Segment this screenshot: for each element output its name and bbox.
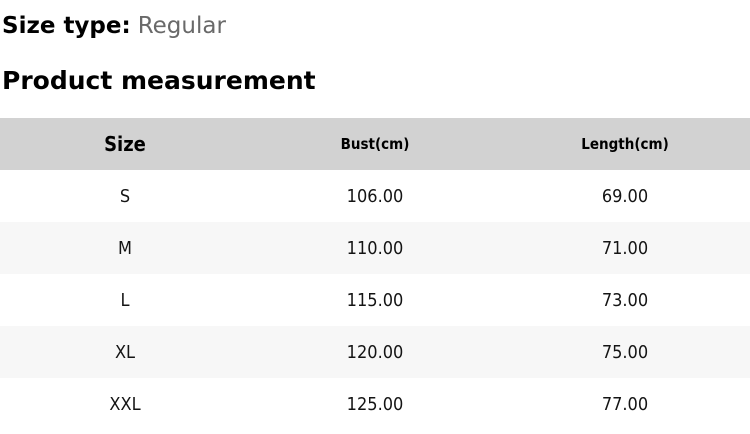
table-row: L 115.00 73.00 [0, 274, 750, 327]
cell-bust: 106.00 [346, 185, 404, 207]
cell-length: 75.00 [601, 341, 649, 363]
measurement-table: Size Bust(cm) Length(cm) S 106.00 69.00 M 11… [0, 118, 750, 431]
size-type-line: Size type: Regular [0, 0, 750, 41]
cell-bust: 120.00 [346, 341, 404, 363]
cell-length: 69.00 [601, 185, 649, 207]
cell-length: 71.00 [601, 237, 649, 259]
cell-size: XL [114, 341, 136, 363]
table-row: XL 120.00 75.00 [0, 326, 750, 379]
cell-bust: 115.00 [346, 289, 404, 311]
column-header-length: Length(cm) [581, 135, 669, 154]
cell-size: L [120, 289, 130, 311]
table-row: M 110.00 71.00 [0, 222, 750, 275]
cell-length: 77.00 [601, 393, 649, 415]
cell-size: S [119, 185, 131, 207]
table-body: S 106.00 69.00 M 110.00 71.00 L 115.00 73.00 XL 12… [0, 170, 750, 431]
table-row: XXL 125.00 77.00 [0, 378, 750, 431]
column-header-size: Size [104, 132, 146, 157]
cell-size: XXL [109, 393, 141, 415]
column-header-bust: Bust(cm) [340, 135, 410, 154]
table-row: S 106.00 69.00 [0, 170, 750, 223]
cell-size: M [118, 237, 132, 259]
table-header-row: Size Bust(cm) Length(cm) [0, 118, 750, 171]
size-type-label: Size type: [2, 13, 131, 39]
cell-length: 73.00 [601, 289, 649, 311]
cell-bust: 125.00 [346, 393, 404, 415]
product-measurement-title: Product measurement [2, 65, 316, 95]
size-type-value: Regular [137, 13, 226, 39]
cell-bust: 110.00 [346, 237, 404, 259]
